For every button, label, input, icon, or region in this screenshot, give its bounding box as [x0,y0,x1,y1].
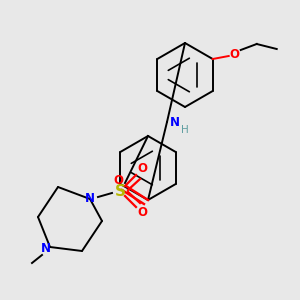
Text: O: O [230,47,240,61]
Text: N: N [85,193,95,206]
Text: O: O [137,163,147,176]
Text: N: N [41,242,51,254]
Text: O: O [137,206,147,220]
Text: N: N [170,116,180,128]
Text: H: H [181,125,189,135]
Text: S: S [115,184,125,199]
Text: O: O [113,173,123,187]
